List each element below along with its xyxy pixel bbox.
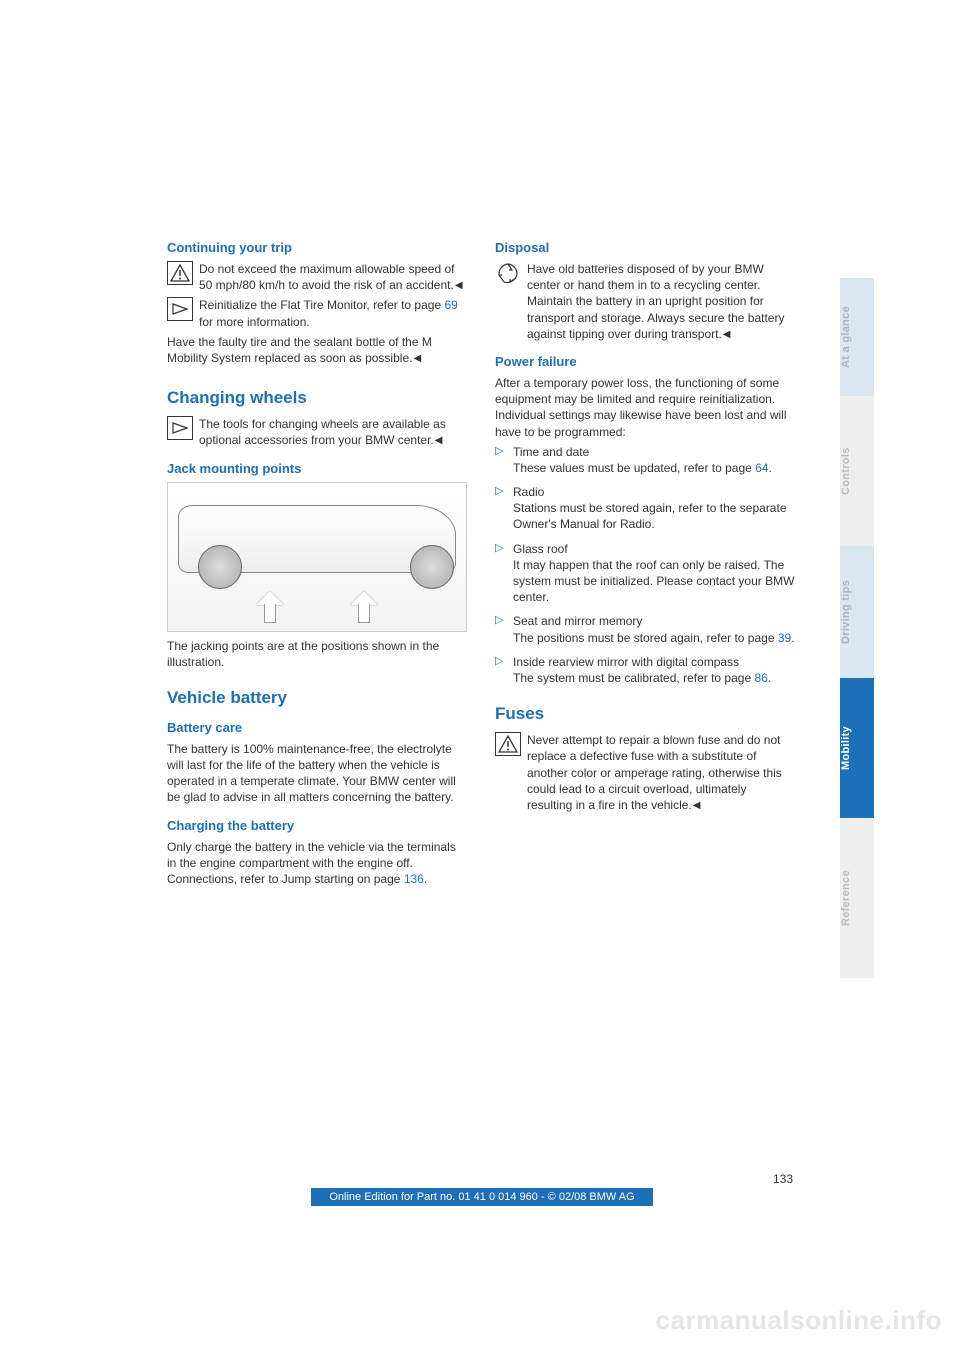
page-link[interactable]: 39 bbox=[778, 631, 791, 645]
side-tab[interactable]: Mobility bbox=[840, 678, 874, 818]
watermark: carmanualsonline.info bbox=[656, 1305, 942, 1336]
list-item: Glass roofIt may happen that the roof ca… bbox=[495, 541, 795, 606]
info-text-b: for more information. bbox=[199, 315, 310, 329]
paragraph: After a temporary power loss, the functi… bbox=[495, 375, 795, 440]
warning-icon bbox=[495, 732, 521, 756]
info-icon bbox=[167, 416, 193, 440]
paragraph-text: Have the faulty tire and the sealant bot… bbox=[167, 335, 432, 365]
side-tab[interactable]: Driving tips bbox=[840, 546, 874, 678]
info-note: Reinitialize the Flat Tire Monitor, refe… bbox=[167, 297, 467, 329]
heading-fuses: Fuses bbox=[495, 704, 795, 724]
heading-charging-battery: Charging the battery bbox=[167, 818, 467, 833]
list-item: Seat and mirror memoryThe positions must… bbox=[495, 613, 795, 645]
list-item: RadioStations must be stored again, refe… bbox=[495, 484, 795, 533]
page-link-136[interactable]: 136 bbox=[404, 872, 424, 886]
side-tab[interactable]: At a glance bbox=[840, 278, 874, 396]
rear-wheel bbox=[410, 545, 454, 589]
paragraph: Only charge the battery in the vehicle v… bbox=[167, 839, 467, 888]
warning-text-content: Do not exceed the maximum allowable spee… bbox=[199, 262, 454, 292]
info-text: The tools for changing wheels are availa… bbox=[199, 416, 467, 448]
end-mark-icon: ◀ bbox=[455, 279, 463, 293]
warning-icon bbox=[167, 261, 193, 285]
heading-jack-points: Jack mounting points bbox=[167, 461, 467, 476]
page-number: 133 bbox=[167, 1172, 797, 1186]
front-wheel bbox=[198, 545, 242, 589]
page: Continuing your trip Do not exceed the m… bbox=[0, 0, 960, 1358]
arrow-up-icon bbox=[350, 591, 378, 623]
recycle-note: Have old batteries disposed of by your B… bbox=[495, 261, 795, 342]
info-text-content: The tools for changing wheels are availa… bbox=[199, 417, 446, 447]
heading-changing-wheels: Changing wheels bbox=[167, 388, 467, 408]
warning-note: Do not exceed the maximum allowable spee… bbox=[167, 261, 467, 293]
end-mark-icon: ◀ bbox=[693, 799, 701, 813]
warning-note: Never attempt to repair a blown fuse and… bbox=[495, 732, 795, 813]
paragraph: Have the faulty tire and the sealant bot… bbox=[167, 334, 467, 366]
page-link[interactable]: 86 bbox=[754, 671, 767, 685]
heading-vehicle-battery: Vehicle battery bbox=[167, 688, 467, 708]
info-text: Reinitialize the Flat Tire Monitor, refe… bbox=[199, 297, 467, 329]
content-columns: Continuing your trip Do not exceed the m… bbox=[167, 228, 797, 891]
info-note: The tools for changing wheels are availa… bbox=[167, 416, 467, 448]
end-mark-icon: ◀ bbox=[435, 434, 443, 448]
side-tabs: At a glanceControlsDriving tipsMobilityR… bbox=[840, 278, 874, 978]
side-tab[interactable]: Reference bbox=[840, 818, 874, 978]
info-text-a: Reinitialize the Flat Tire Monitor, refe… bbox=[199, 298, 444, 312]
page-footer: 133 Online Edition for Part no. 01 41 0 … bbox=[167, 1172, 797, 1206]
recycle-icon bbox=[495, 261, 521, 285]
jack-points-illustration bbox=[167, 482, 467, 632]
left-column: Continuing your trip Do not exceed the m… bbox=[167, 228, 467, 891]
side-tab[interactable]: Controls bbox=[840, 396, 874, 546]
heading-power-failure: Power failure bbox=[495, 354, 795, 369]
arrow-up-icon bbox=[256, 591, 284, 623]
paragraph: The jacking points are at the positions … bbox=[167, 638, 467, 670]
page-link-69[interactable]: 69 bbox=[444, 298, 457, 312]
end-mark-icon: ◀ bbox=[413, 352, 421, 366]
recycle-text-content: Have old batteries disposed of by your B… bbox=[527, 262, 784, 341]
paragraph: The battery is 100% maintenance-free, th… bbox=[167, 741, 467, 806]
heading-continuing-trip: Continuing your trip bbox=[167, 240, 467, 255]
paragraph-text-b: . bbox=[424, 872, 427, 886]
recycle-text: Have old batteries disposed of by your B… bbox=[527, 261, 795, 342]
list-item: Inside rearview mirror with digital comp… bbox=[495, 654, 795, 686]
info-icon bbox=[167, 297, 193, 321]
list-item: Time and dateThese values must be update… bbox=[495, 444, 795, 476]
warning-text: Do not exceed the maximum allowable spee… bbox=[199, 261, 467, 293]
heading-battery-care: Battery care bbox=[167, 720, 467, 735]
warning-text: Never attempt to repair a blown fuse and… bbox=[527, 732, 795, 813]
heading-disposal: Disposal bbox=[495, 240, 795, 255]
footer-bar: Online Edition for Part no. 01 41 0 014 … bbox=[311, 1188, 652, 1206]
warning-text-content: Never attempt to repair a blown fuse and… bbox=[527, 733, 782, 812]
right-column: Disposal Have old batteries disposed of … bbox=[495, 228, 795, 891]
page-link[interactable]: 64 bbox=[755, 461, 768, 475]
bullet-list: Time and dateThese values must be update… bbox=[495, 444, 795, 686]
end-mark-icon: ◀ bbox=[723, 328, 731, 342]
